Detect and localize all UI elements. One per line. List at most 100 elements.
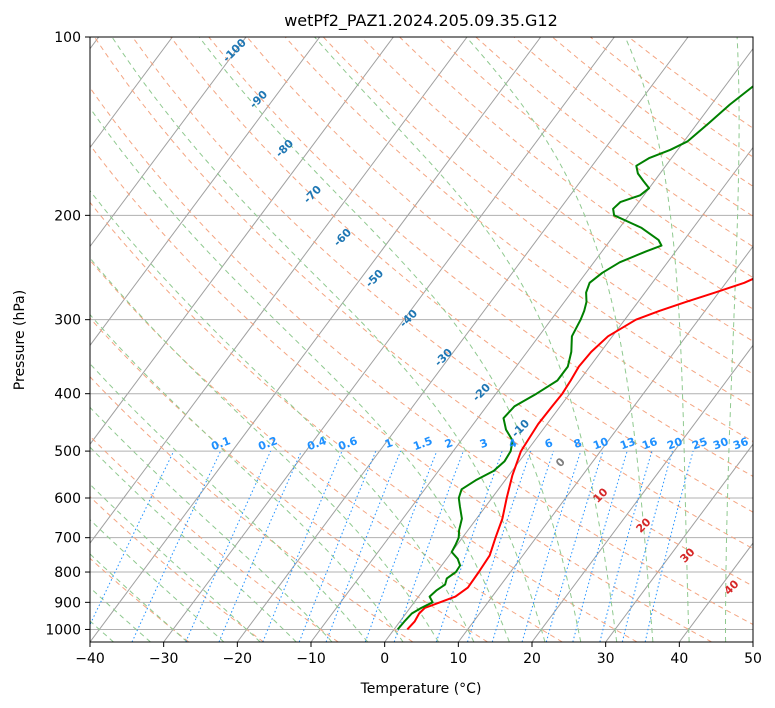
isotherm-line xyxy=(90,37,542,642)
dry-adiabat-line xyxy=(90,259,563,642)
mixing-ratio-line xyxy=(298,450,377,642)
dry-adiabat-line xyxy=(513,37,753,217)
isotherm-line xyxy=(384,146,753,642)
mixing-ratio-label: 3 xyxy=(478,436,490,451)
isotherm-line xyxy=(90,37,394,446)
mixing-ratio-label: 8 xyxy=(572,436,584,451)
mixing-ratio-line xyxy=(599,450,653,642)
dry-adiabat-label: -70 xyxy=(301,183,324,206)
mixing-ratio-label: 13 xyxy=(618,435,637,452)
isotherm-line xyxy=(752,641,753,642)
dry-adiabat-label: -30 xyxy=(432,346,455,369)
dry-adiabat-line xyxy=(132,37,753,550)
mixing-ratio-line xyxy=(185,450,272,642)
moist-adiabat-line xyxy=(198,37,582,642)
dry-adiabat-line xyxy=(361,37,753,342)
mixing-ratio-label: 16 xyxy=(640,435,659,453)
moist-adiabat-line xyxy=(624,37,690,642)
mixing-ratio-line xyxy=(90,450,175,626)
isotherm-line xyxy=(236,37,689,642)
dry-adiabat-line xyxy=(170,37,753,513)
mixing-ratio-line xyxy=(262,450,343,642)
mixing-ratio-line xyxy=(218,450,302,642)
moist-adiabat-label: 40 xyxy=(722,577,742,597)
mixing-ratio-label: 2 xyxy=(443,436,455,451)
mixing-ratio-line xyxy=(325,450,402,642)
temperature-profile-line xyxy=(406,277,753,631)
isotherm-line xyxy=(605,443,753,642)
moist-adiabat-line xyxy=(90,483,261,642)
x-tick-label: −10 xyxy=(296,651,326,667)
dewpoint-profile-line xyxy=(396,85,753,631)
y-tick-label: 400 xyxy=(54,387,81,403)
mixing-ratio-label: 4 xyxy=(507,436,519,451)
moist-adiabat-line xyxy=(90,553,188,642)
dry-adiabat-label: -60 xyxy=(331,226,354,249)
dry-adiabat-line xyxy=(90,144,712,642)
mixing-ratio-label: 10 xyxy=(591,435,610,453)
isotherm-line xyxy=(90,37,247,248)
isotherm-line xyxy=(457,245,753,642)
moist-adiabat-line xyxy=(90,519,225,642)
moist-adiabat-line xyxy=(725,37,740,642)
moist-adiabat-line xyxy=(90,189,475,642)
moist-adiabat-line xyxy=(90,257,439,642)
x-tick-label: −40 xyxy=(75,651,105,667)
x-tick-label: 20 xyxy=(523,651,541,667)
mixing-ratio-line xyxy=(393,450,464,642)
dry-adiabat-line xyxy=(399,37,753,310)
dry-adiabat-line xyxy=(551,37,753,187)
mixing-ratio-line xyxy=(572,450,628,642)
y-tick-label: 800 xyxy=(54,565,81,581)
x-tick-label: 10 xyxy=(449,651,467,667)
background-lines xyxy=(90,37,753,642)
y-tick-label: 100 xyxy=(54,30,81,46)
mixing-ratio-line xyxy=(364,450,438,642)
x-tick-label: 50 xyxy=(744,651,762,667)
mixing-ratio-line xyxy=(491,450,554,642)
isotherm-line xyxy=(531,344,753,642)
dry-adiabat-line xyxy=(90,86,753,626)
moist-adiabat-line xyxy=(90,586,151,642)
moist-adiabat-line xyxy=(465,37,654,642)
moist-adiabat-line xyxy=(111,37,546,642)
x-tick-label: 30 xyxy=(597,651,615,667)
moist-adiabat-label: 0 xyxy=(553,455,568,470)
moist-adiabat-label: 30 xyxy=(678,545,698,565)
mixing-ratio-label: 20 xyxy=(665,435,684,453)
dry-adiabat-label: -80 xyxy=(273,137,296,160)
moist-adiabat-line xyxy=(90,363,369,642)
mixing-ratio-line xyxy=(521,450,582,642)
dry-adiabat-line xyxy=(90,201,638,642)
mixing-ratio-line xyxy=(467,450,532,642)
mixing-ratio-label: 1 xyxy=(383,436,395,451)
y-axis: 1000 900 800 700 600 500 400 300 200 100 xyxy=(45,30,90,638)
mixing-ratio-label: 25 xyxy=(690,435,709,452)
y-tick-label: 300 xyxy=(54,313,81,329)
x-axis-title: Temperature (°C) xyxy=(360,681,482,697)
y-tick-label: 700 xyxy=(54,531,81,547)
mixing-ratio-line xyxy=(621,450,673,642)
plot-frame xyxy=(89,36,754,643)
mixing-ratio-label: 6 xyxy=(543,436,555,451)
mixing-ratio-label: 0.1 xyxy=(209,434,232,453)
moist-adiabat-line xyxy=(90,406,333,642)
mixing-ratio-label: 36 xyxy=(731,435,750,453)
moist-adiabat-line xyxy=(314,37,618,642)
sounding-profiles xyxy=(396,85,753,631)
moist-adiabat-label: 20 xyxy=(634,515,654,535)
mixing-ratio-label: 0.4 xyxy=(305,434,328,453)
dry-adiabat-line xyxy=(90,495,264,642)
dry-adiabat-line xyxy=(90,376,414,642)
dry-adiabat-line xyxy=(93,37,753,587)
mixing-ratio-label: 0.6 xyxy=(336,434,359,453)
moist-adiabat-line xyxy=(90,107,510,642)
dry-adiabat-line xyxy=(90,557,190,642)
x-axis: −40 −30 −20 −10 0 10 20 30 40 50 xyxy=(75,642,762,667)
dry-adiabat-line xyxy=(284,37,753,408)
mixing-ratio-label: 30 xyxy=(711,435,730,453)
dry-adiabat-label: -100 xyxy=(220,36,249,65)
mixing-ratio-line xyxy=(545,450,604,642)
dry-adiabat-line xyxy=(90,435,339,642)
